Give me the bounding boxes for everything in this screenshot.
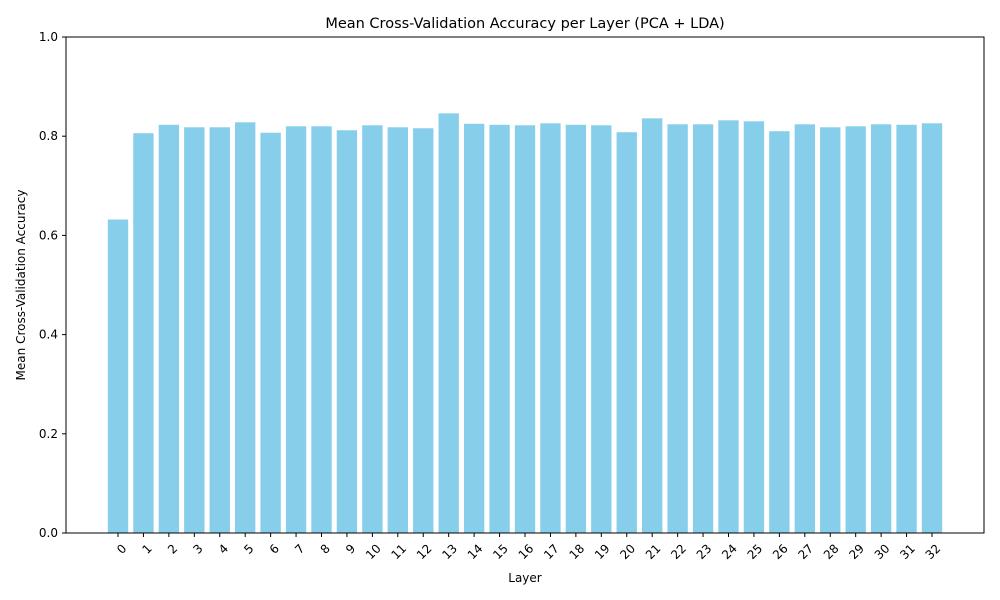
bar-layer-19 — [591, 125, 612, 533]
x-tick-label: 7 — [292, 541, 307, 556]
x-tick-label: 25 — [745, 541, 766, 562]
bar-layer-23 — [692, 124, 714, 534]
bar-layer-11 — [387, 127, 408, 534]
bar-layer-17 — [540, 123, 561, 534]
bar-layer-6 — [260, 132, 281, 534]
x-tick-label: 19 — [592, 541, 613, 562]
x-tick-label: 26 — [770, 541, 791, 562]
bar-layer-12 — [413, 128, 434, 533]
bar-layer-9 — [336, 130, 358, 533]
x-tick-label: 18 — [567, 541, 588, 562]
x-tick-label: 2 — [165, 541, 180, 556]
x-tick-label: 5 — [241, 541, 256, 556]
x-tick-label: 29 — [846, 541, 867, 562]
x-tick-label: 32 — [923, 541, 944, 562]
x-tick-label: 31 — [897, 541, 918, 562]
plot-frame — [65, 36, 985, 534]
x-tick-label: 4 — [216, 541, 231, 556]
x-tick-label: 11 — [388, 541, 409, 562]
bar-layer-1 — [133, 133, 154, 533]
y-tick-label: 0.4 — [39, 328, 58, 342]
x-tick-label: 24 — [719, 541, 740, 562]
x-tick-label: 0 — [114, 541, 129, 556]
x-tick-label: 6 — [267, 541, 282, 556]
bar-layer-7 — [285, 126, 307, 533]
y-axis-label: Mean Cross-Validation Accuracy — [14, 190, 28, 381]
bar-layer-30 — [870, 124, 892, 534]
bar-layer-25 — [743, 121, 765, 533]
y-tick-label: 0.2 — [39, 427, 58, 441]
x-tick-label: 3 — [190, 541, 205, 556]
x-tick-label: 8 — [318, 541, 333, 556]
bar-layer-26 — [769, 131, 790, 534]
x-tick-label: 14 — [465, 541, 486, 562]
x-tick-label: 1 — [139, 541, 154, 556]
bar-layer-10 — [362, 125, 383, 533]
y-tick-label: 1.0 — [39, 30, 58, 44]
bar-layer-8 — [311, 126, 332, 533]
bar-layer-24 — [718, 120, 739, 533]
bar-layer-22 — [667, 124, 688, 534]
bar-layer-4 — [209, 127, 230, 534]
bar-layer-27 — [794, 124, 815, 534]
x-axis: 0 1 2 3 4 5 6 7 8 9 10 11 12 13 14 15 16 17 18 19 20 21 22 23 24… — [114, 533, 943, 562]
bar-layer-31 — [896, 124, 917, 533]
bar-layer-20 — [616, 132, 637, 534]
bar-layer-29 — [845, 126, 866, 533]
bar-layer-28 — [820, 127, 841, 534]
bar-layer-15 — [489, 124, 510, 533]
x-tick-label: 27 — [795, 541, 816, 562]
y-tick-label: 0.0 — [39, 526, 58, 540]
chart-title: Mean Cross-Validation Accuracy per Layer… — [325, 16, 724, 32]
x-tick-label: 20 — [617, 541, 638, 562]
x-tick-label: 15 — [490, 541, 511, 562]
bar-layer-0 — [107, 219, 129, 533]
bars-group — [107, 113, 943, 534]
y-tick-label: 0.6 — [39, 228, 58, 242]
y-axis: 0.0 0.2 0.4 0.6 0.8 1.0 — [39, 30, 66, 540]
bar-layer-2 — [158, 124, 180, 533]
bar-layer-14 — [463, 123, 485, 534]
bar-layer-13 — [438, 113, 459, 533]
x-tick-label: 17 — [541, 541, 562, 562]
x-tick-label: 23 — [694, 541, 715, 562]
x-tick-label: 30 — [872, 541, 893, 562]
x-tick-label: 22 — [668, 541, 689, 562]
x-tick-label: 21 — [643, 541, 664, 562]
bar-layer-3 — [184, 127, 205, 534]
bar-layer-16 — [514, 125, 536, 533]
x-tick-label: 16 — [516, 541, 537, 562]
x-tick-label: 28 — [821, 541, 842, 562]
x-tick-label: 10 — [363, 541, 384, 562]
x-tick-label: 13 — [439, 541, 460, 562]
bar-layer-32 — [921, 123, 943, 534]
x-tick-label: 12 — [414, 541, 435, 562]
bar-layer-18 — [565, 124, 587, 533]
x-tick-label: 9 — [343, 541, 358, 556]
y-tick-label: 0.8 — [39, 129, 58, 143]
x-axis-label: Layer — [508, 571, 542, 585]
bar-layer-21 — [642, 118, 663, 533]
bar-layer-5 — [235, 122, 256, 533]
